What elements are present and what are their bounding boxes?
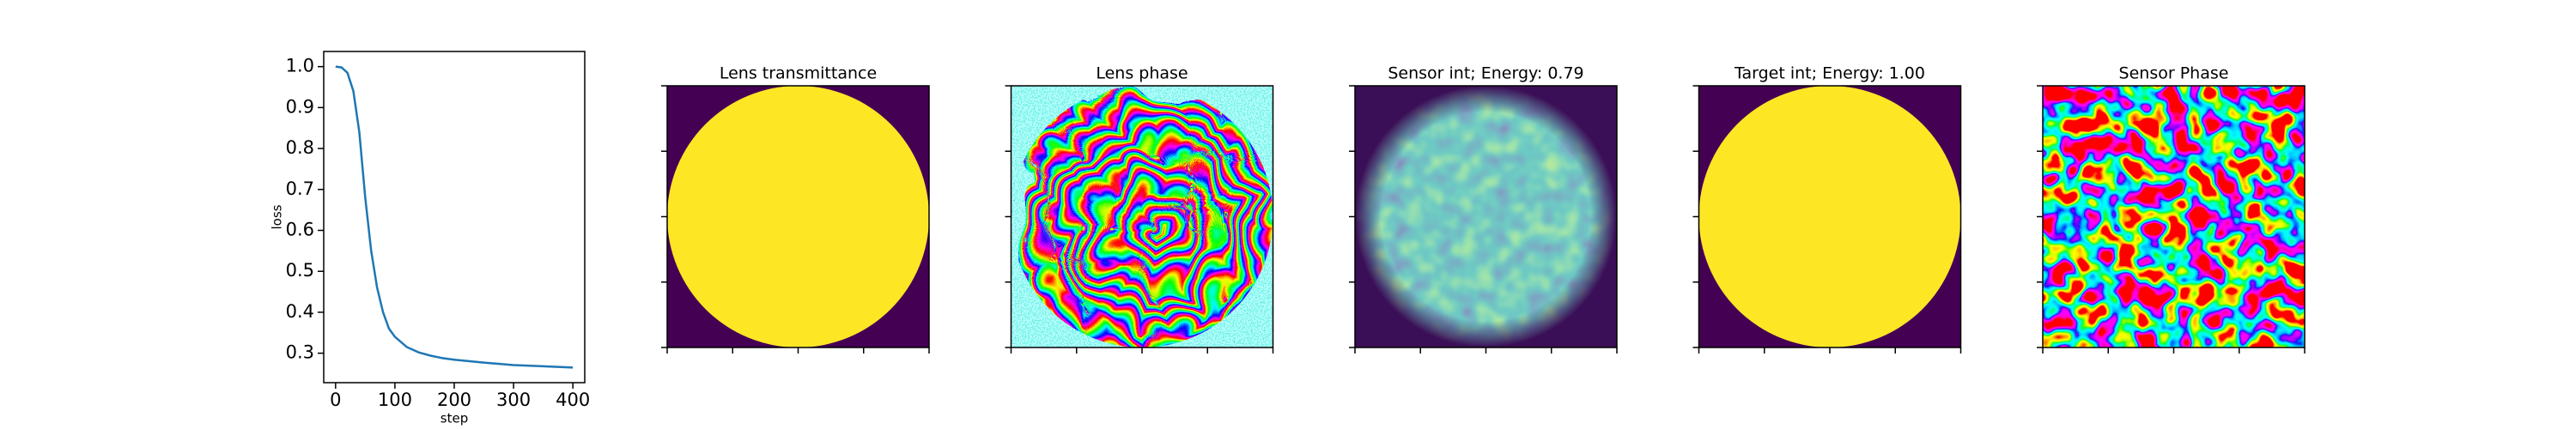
y-tick-label: 0.6 (286, 220, 314, 240)
image-panel: Lens transmittance (661, 64, 930, 353)
image-panel: Sensor Phase (2037, 64, 2306, 353)
panel-title: Lens phase (1096, 64, 1188, 83)
image (1698, 86, 1961, 347)
x-tick-label: 0 (330, 390, 341, 410)
x-tick-label: 300 (496, 390, 531, 410)
image (2043, 86, 2305, 347)
image (1012, 86, 1273, 347)
x-tick-label: 100 (378, 390, 412, 410)
y-axis-label: loss (270, 204, 285, 229)
x-axis-label: step (440, 411, 468, 426)
image (1355, 86, 1617, 347)
axes-frame (323, 51, 586, 384)
panel-title: Sensor int; Energy: 0.79 (1388, 64, 1583, 83)
image-panel: Target int; Energy: 1.00 (1692, 64, 1962, 353)
x-tick-label: 200 (437, 390, 471, 410)
y-tick-label: 0.4 (286, 301, 314, 322)
image (667, 86, 929, 347)
y-tick-label: 0.8 (286, 137, 314, 158)
image-panel: Sensor int; Energy: 0.79 (1349, 64, 1618, 353)
image-panel: Lens phase (1005, 64, 1274, 353)
panel-title: Target int; Energy: 1.00 (1734, 64, 1925, 83)
x-tick-label: 400 (556, 390, 590, 410)
y-tick-label: 1.0 (286, 56, 314, 76)
y-tick-label: 0.9 (286, 96, 314, 117)
panel-title: Sensor Phase (2119, 64, 2229, 83)
panel-title: Lens transmittance (720, 64, 877, 83)
loss-line (335, 65, 574, 369)
y-tick-label: 0.3 (286, 342, 314, 363)
y-tick-label: 0.7 (286, 178, 314, 199)
y-tick-label: 0.5 (286, 260, 314, 281)
